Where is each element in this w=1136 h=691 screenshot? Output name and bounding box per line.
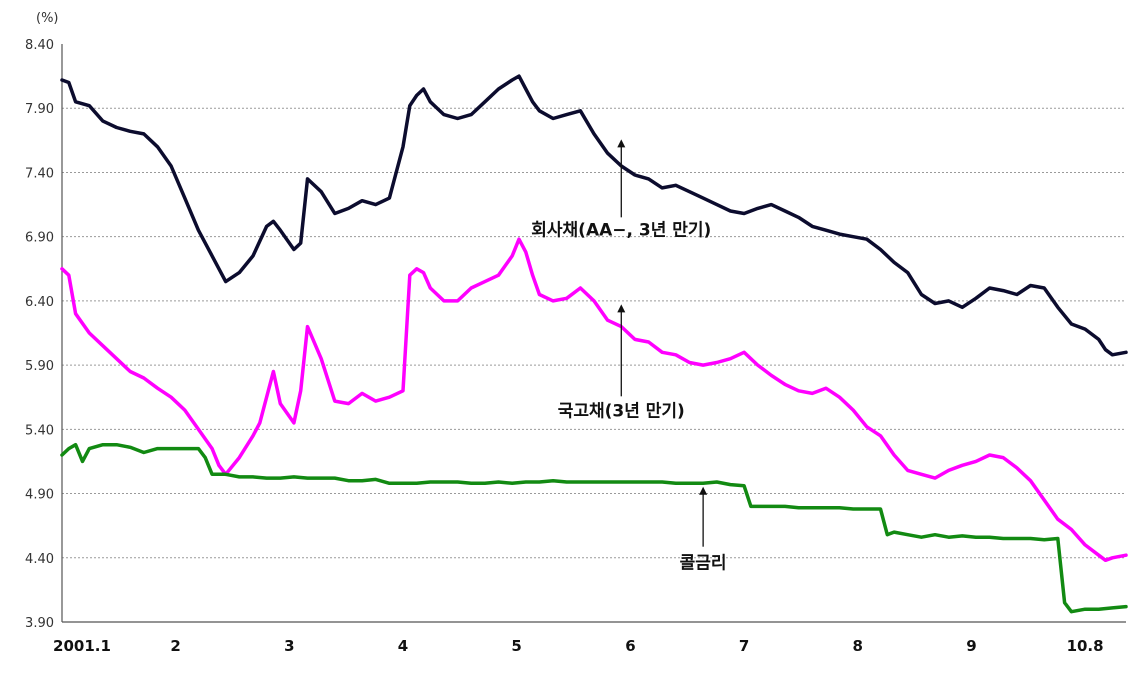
- annotation-label: 콜금리: [680, 554, 727, 574]
- series-lines: [60, 74, 1128, 614]
- y-tick-label: 6.40: [25, 295, 54, 310]
- annotations: 회사채(AA−, 3년 만기) 국고채(3년 만기) 콜금리: [531, 139, 727, 574]
- y-tick-label: 3.90: [25, 616, 54, 631]
- series-line-3: [60, 442, 1128, 614]
- x-tick-label: 3: [284, 637, 294, 655]
- annotation-label: 국고채(3년 만기): [558, 401, 685, 421]
- annotation-label: 회사채(AA−, 3년 만기): [531, 220, 711, 240]
- y-tick-label: 4.40: [25, 552, 54, 567]
- y-tick-label: 7.40: [25, 166, 54, 181]
- annotation-arrowhead: [617, 139, 626, 148]
- y-tick-label: 7.90: [25, 102, 54, 117]
- x-tick-label: 6: [625, 637, 635, 655]
- annotation-arrowhead: [699, 486, 708, 495]
- x-tick-labels: 2001.1 2 3 4 5 6 7 8 9 10.8: [53, 637, 1104, 655]
- unit-label: (%): [36, 11, 59, 26]
- y-tick-label: 5.40: [25, 423, 54, 438]
- x-tick-label: 2: [170, 637, 180, 655]
- x-tick-label: 2001.1: [53, 637, 111, 655]
- annotation-arrowhead: [617, 304, 626, 313]
- series-line-2: [60, 237, 1128, 563]
- y-tick-label: 4.90: [25, 488, 54, 503]
- x-tick-label: 9: [966, 637, 976, 655]
- x-tick-label: 10.8: [1067, 637, 1104, 655]
- x-tick-label: 5: [511, 637, 521, 655]
- grid-lines: [62, 107, 1126, 559]
- y-tick-label: 8.40: [25, 38, 54, 53]
- x-tick-label: 7: [739, 637, 749, 655]
- series-line-1: [60, 74, 1128, 357]
- y-tick-labels: 8.40 7.90 7.40 6.90 6.40 5.90 5.40 4.90 4.40 3.90: [25, 38, 54, 631]
- y-tick-label: 6.90: [25, 231, 54, 246]
- y-tick-label: 5.90: [25, 359, 54, 374]
- x-tick-label: 4: [398, 637, 408, 655]
- x-tick-label: 8: [852, 637, 862, 655]
